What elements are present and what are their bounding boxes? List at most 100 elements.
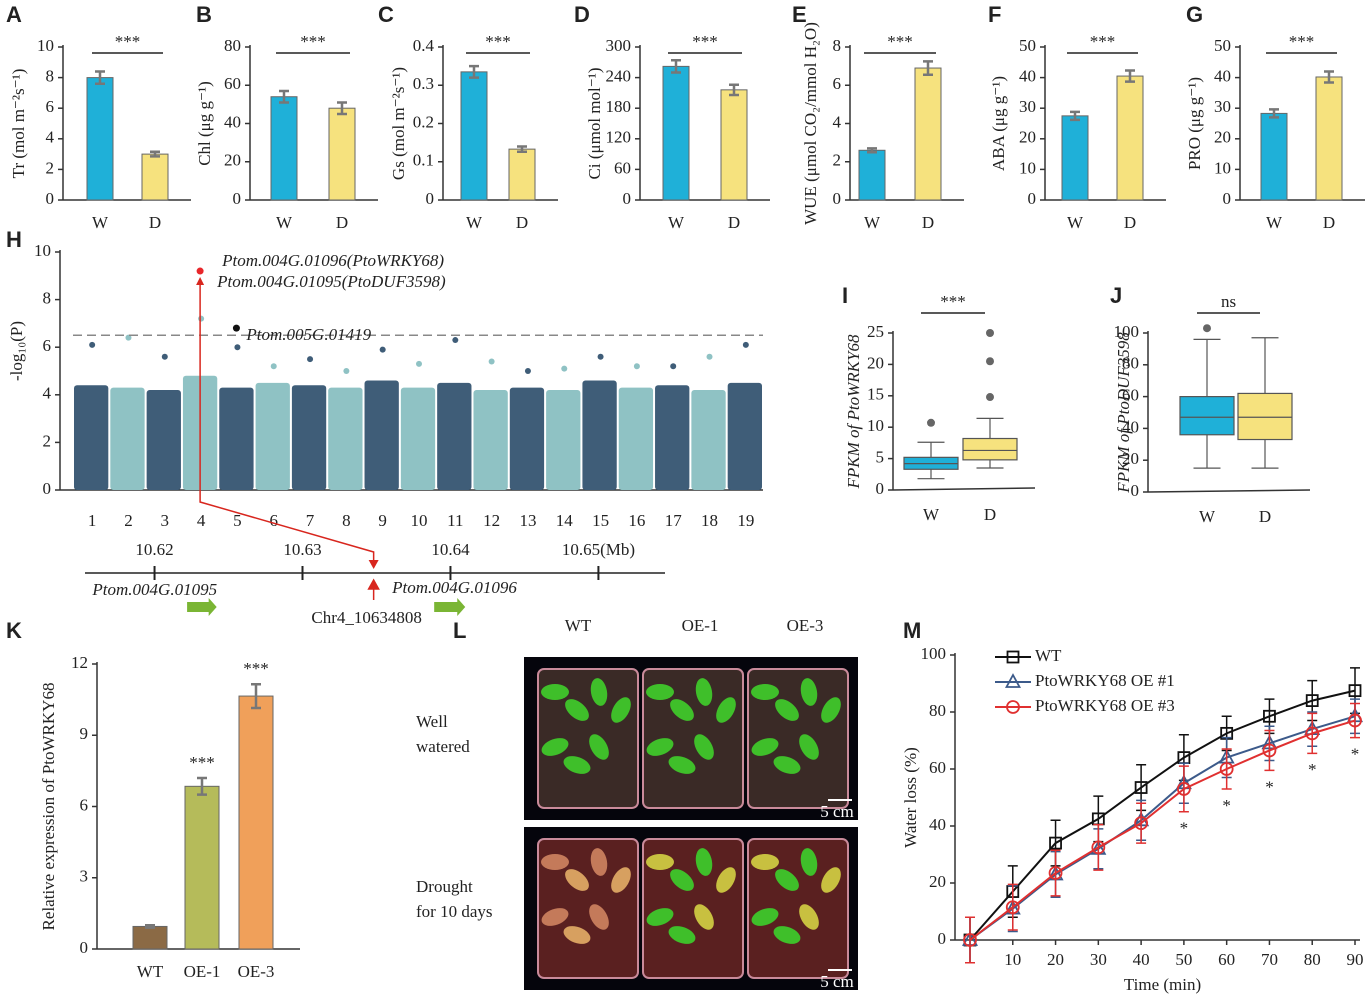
significance-label: * <box>1308 760 1317 779</box>
panel-letter: B <box>196 2 212 27</box>
leaf <box>716 697 736 723</box>
legend-label: PtoWRKY68 OE #3 <box>1035 696 1175 715</box>
y-tick-label: 0 <box>46 189 55 208</box>
leaf <box>541 684 569 700</box>
box <box>1179 396 1235 436</box>
significance-label: *** <box>692 32 718 51</box>
outlier <box>1203 324 1211 333</box>
legend-marker <box>1006 650 1020 664</box>
y-tick-label: 80 <box>929 701 946 720</box>
snp-cloud <box>74 385 109 490</box>
marker <box>1263 709 1276 723</box>
gene-label: Ptom.004G.01096 <box>391 578 517 597</box>
peak-snp <box>670 363 677 370</box>
leaf <box>694 904 714 930</box>
leaf <box>611 697 631 723</box>
leaf <box>800 678 818 706</box>
panel-letter: I <box>842 283 848 308</box>
leaf <box>563 756 591 774</box>
x-tick-label: 17 <box>665 511 683 530</box>
leaf <box>646 684 674 700</box>
leaf <box>611 867 631 893</box>
peak-snp <box>452 337 459 344</box>
x-axis <box>1147 489 1311 493</box>
panel-letter: A <box>6 2 22 27</box>
y-tick-label: 4 <box>46 128 55 147</box>
bar <box>508 148 536 201</box>
x-tick-label: 5 <box>233 511 242 530</box>
marker <box>1049 836 1062 850</box>
x-tick-label: 90 <box>1347 950 1364 969</box>
leaf <box>799 734 819 760</box>
leaf <box>821 867 841 893</box>
error-bar <box>95 70 105 85</box>
x-tick-label: D <box>728 213 740 232</box>
peak-snp <box>89 341 96 348</box>
leaf <box>694 734 714 760</box>
x-tick-label: OE-3 <box>238 962 275 981</box>
significance-label: *** <box>300 32 326 51</box>
gene-arrow <box>434 598 466 616</box>
panel-letter: G <box>1186 2 1203 27</box>
y-tick-label: 0 <box>876 479 885 498</box>
significance-label: *** <box>1289 32 1315 51</box>
legend-symbol <box>1006 650 1020 664</box>
marker <box>1348 684 1362 698</box>
leaf <box>695 848 713 876</box>
peak-snp <box>270 363 277 370</box>
significance-label: * <box>1180 819 1189 838</box>
y-axis-label: FPKM of PtoWRKY68 <box>844 334 863 489</box>
peak-snp <box>234 344 241 351</box>
x-tick-label: D <box>922 213 934 232</box>
x-tick-label: 7 <box>306 511 315 530</box>
column-label: OE-1 <box>682 616 719 635</box>
panel-letter: F <box>988 2 1001 27</box>
leaf <box>800 848 818 876</box>
bar <box>914 67 942 201</box>
x-tick-label: OE-1 <box>184 962 221 981</box>
leaf <box>541 908 569 926</box>
leaf <box>590 848 608 876</box>
y-tick-label: 10 <box>37 36 54 55</box>
link-line <box>199 281 375 565</box>
significance-label: *** <box>940 292 966 311</box>
x-tick-label: D <box>1259 507 1271 526</box>
x-tick-label: 30 <box>1090 950 1107 969</box>
y-tick-label: 20 <box>1019 128 1036 147</box>
leaf <box>670 699 694 721</box>
legend-label: PtoWRKY68 OE #1 <box>1035 671 1175 690</box>
y-tick-label: 40 <box>929 815 946 834</box>
snp-cloud <box>400 387 436 490</box>
marker <box>1305 726 1320 741</box>
significance-label: * <box>1222 796 1231 815</box>
snp-cloud <box>291 385 327 490</box>
x-tick-label: W <box>276 213 293 232</box>
leaf <box>670 869 694 891</box>
pot <box>747 668 849 809</box>
x-tick-label: W <box>864 213 881 232</box>
leaf <box>695 678 713 706</box>
box <box>1237 392 1293 441</box>
leaf <box>773 756 801 774</box>
row-label: Drought for 10 days <box>416 877 492 921</box>
gene-arrow <box>187 598 217 616</box>
y-tick-label: 6 <box>833 74 842 93</box>
y-axis-label: WUE (μmol CO₂/mmol H₂O) <box>801 22 820 225</box>
pot <box>642 838 744 979</box>
peak-snp <box>307 356 314 363</box>
panel-letter: E <box>792 2 807 27</box>
marker <box>1176 782 1191 796</box>
y-tick-label: 0 <box>833 189 842 208</box>
x-tick-label: 11 <box>447 511 463 530</box>
leaf <box>589 734 609 760</box>
error-bar <box>150 150 160 158</box>
marker <box>1091 840 1106 855</box>
leaf <box>565 699 589 721</box>
x-tick-label: W <box>1266 213 1283 232</box>
pot <box>537 668 639 809</box>
y-tick-label: 50 <box>1214 36 1231 55</box>
row-label: Well watered <box>416 712 470 756</box>
error-bar <box>1324 70 1334 84</box>
y-tick-label: 0 <box>43 479 52 498</box>
panel-letter: K <box>6 618 22 643</box>
